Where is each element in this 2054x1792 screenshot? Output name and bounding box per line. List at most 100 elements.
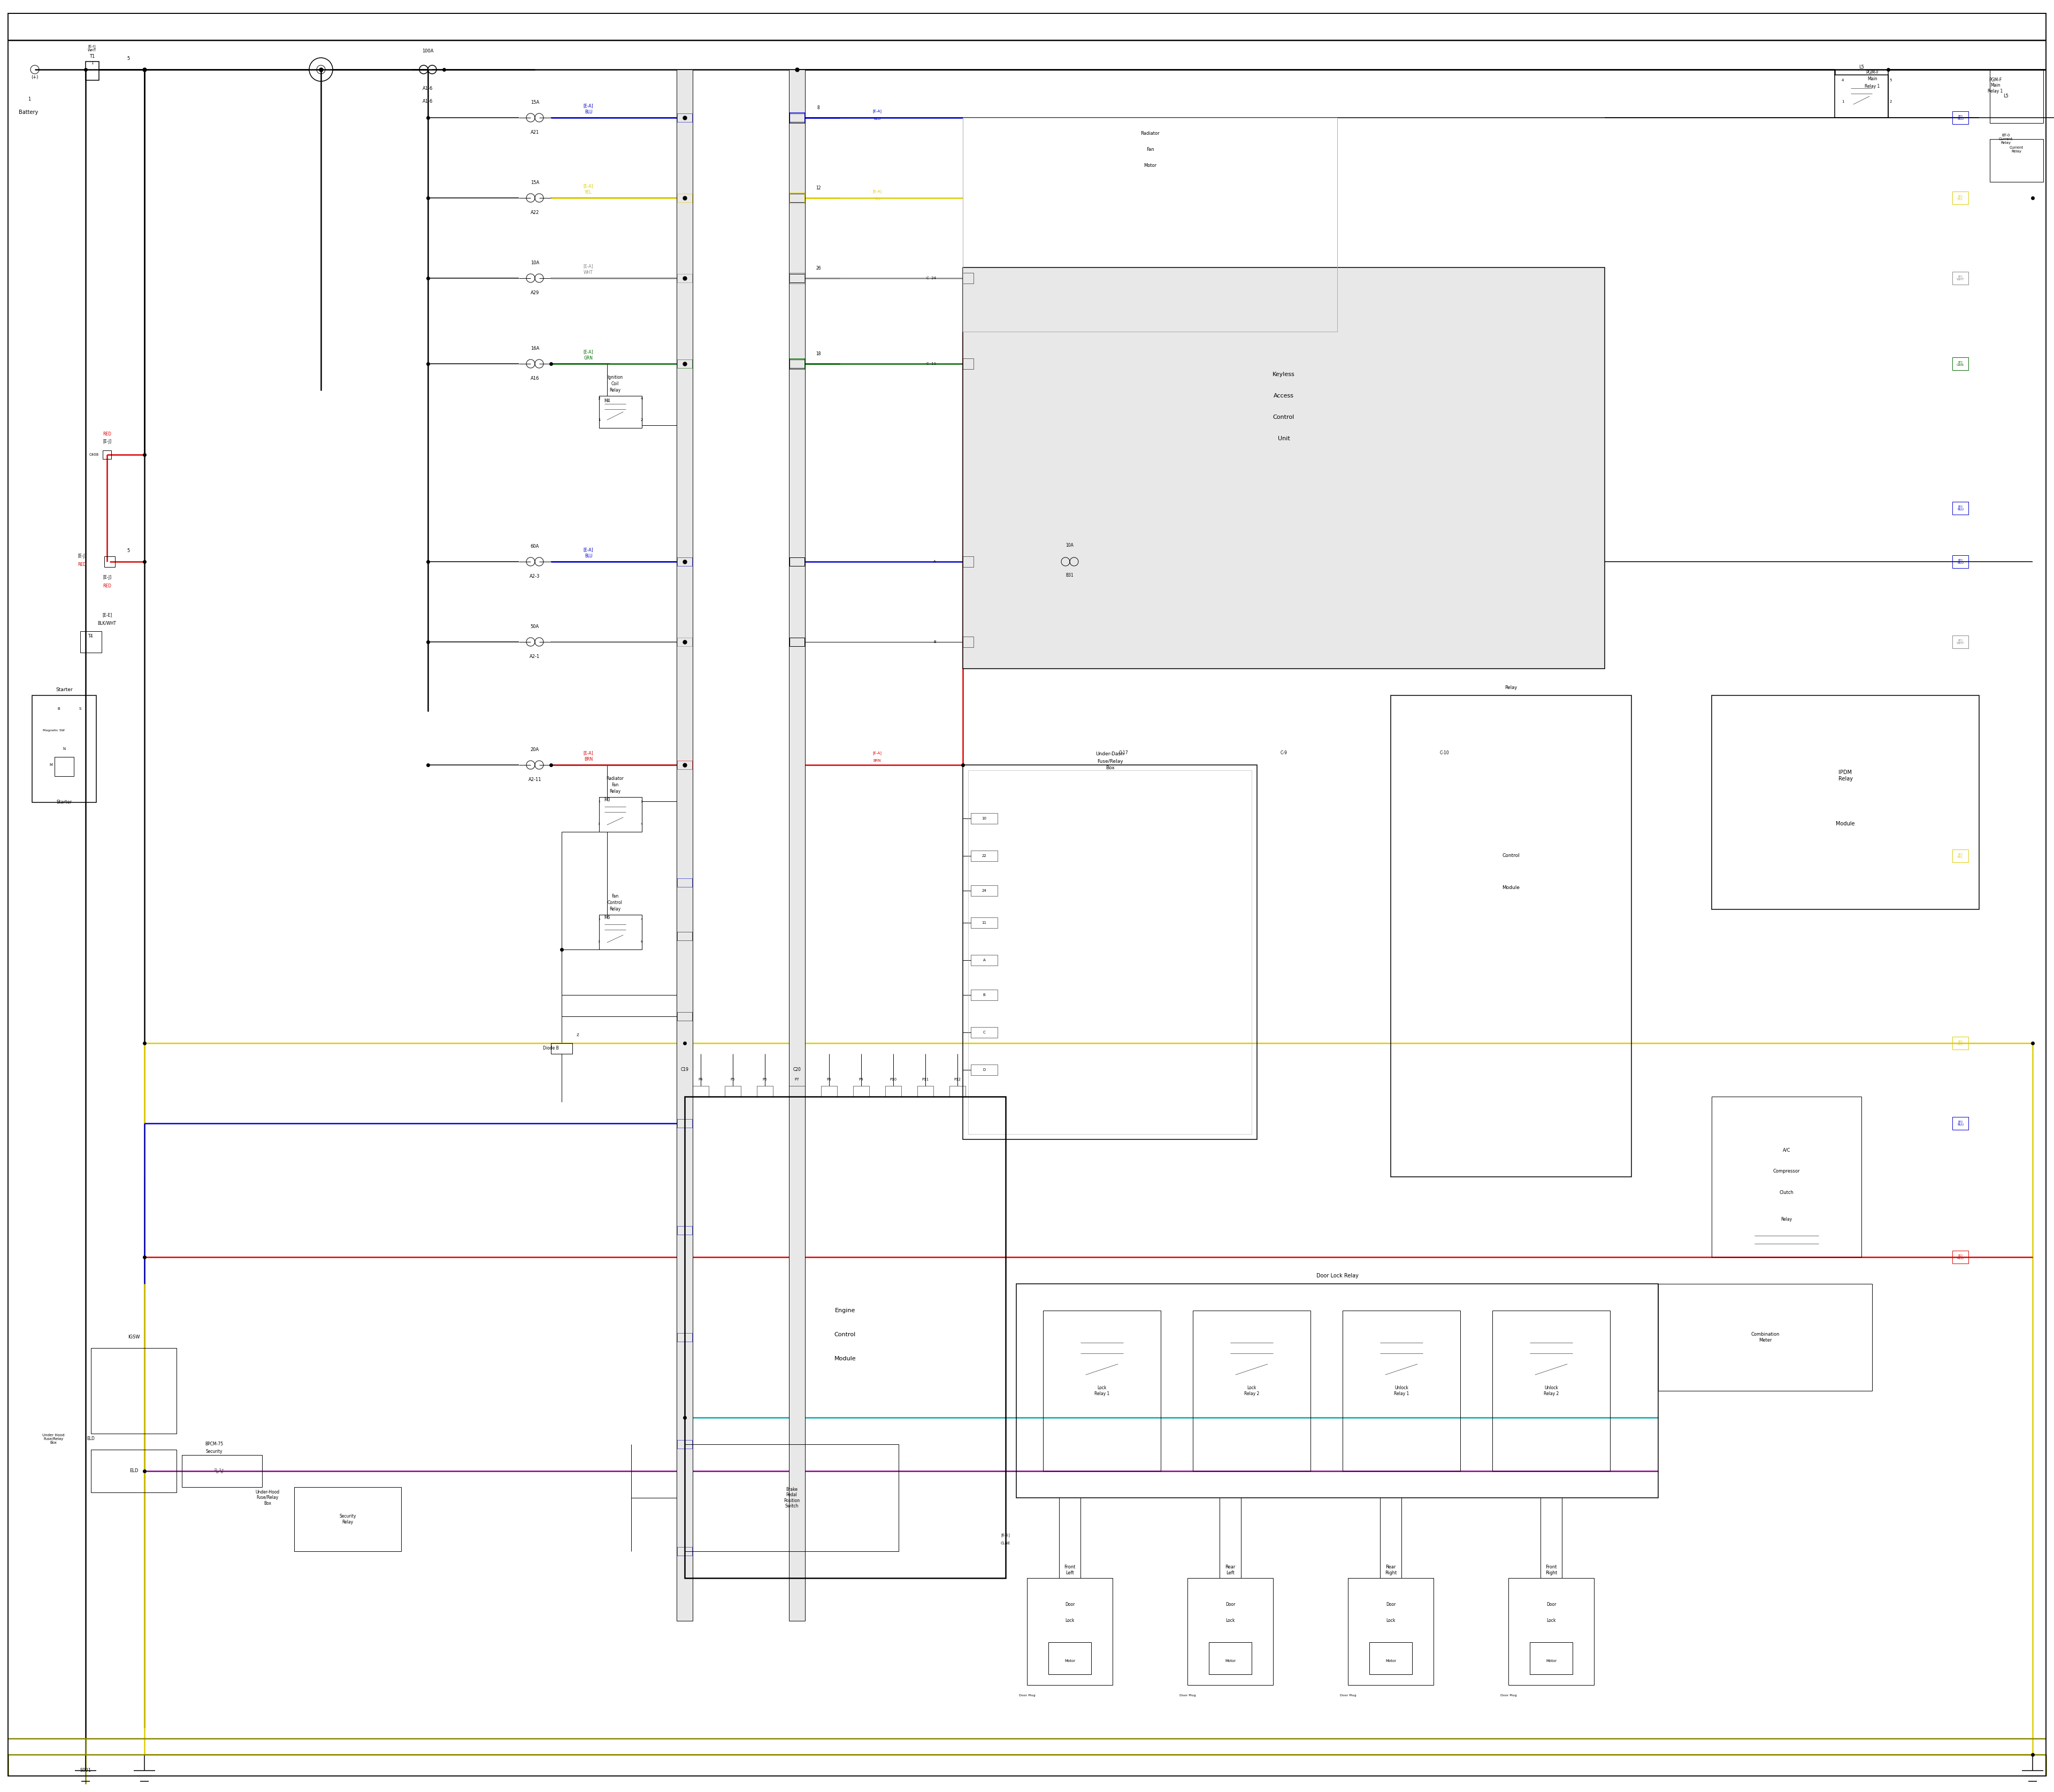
Text: D: D [982,1068,986,1072]
Text: Door Plug: Door Plug [1499,1695,1516,1697]
Text: Unlock
Relay 1: Unlock Relay 1 [1395,1385,1409,1396]
Text: 10: 10 [982,817,986,821]
Text: 26: 26 [815,267,822,271]
Text: Fuse/Relay: Fuse/Relay [1097,758,1124,763]
Text: [E]
BLU: [E] BLU [1957,559,1964,564]
Bar [1658,1283,1871,1391]
Text: [E]
WHT: [E] WHT [1957,276,1964,281]
Text: Door: Door [1226,1602,1234,1607]
Text: Security: Security [205,1450,222,1453]
Text: BLK/WHT: BLK/WHT [99,620,117,625]
Bar [550,1043,573,1054]
Bar [105,556,115,566]
Bar [1048,1641,1091,1674]
Text: C20: C20 [793,1068,801,1072]
Bar [1370,1641,1413,1674]
Text: 4: 4 [641,823,643,824]
Text: Current
Relay: Current Relay [2009,147,2023,154]
Text: Relay: Relay [1506,685,1518,690]
Text: [E-I]
WHT: [E-I] WHT [88,45,97,52]
Text: BLU: BLU [585,109,592,115]
Bar [678,932,692,941]
Text: Door Plug: Door Plug [1339,1695,1356,1697]
Bar [725,1086,741,1097]
Text: [E-A]: [E-A] [583,751,594,756]
Bar [1834,75,1888,118]
Text: 22: 22 [982,855,986,858]
Bar [1953,357,1968,371]
Text: A2-11: A2-11 [528,778,542,783]
Text: [E-J]: [E-J] [103,439,111,444]
Text: Lock: Lock [1066,1618,1074,1624]
Text: PGM-F
Main
Relay 1: PGM-F Main Relay 1 [1988,77,2003,93]
Text: [E-A]: [E-A] [583,548,594,552]
Bar [183,1455,263,1487]
Text: 2: 2 [641,418,643,421]
Text: 2: 2 [641,799,643,803]
Bar [1347,1579,1434,1684]
Text: 1: 1 [598,918,600,921]
Bar [55,756,74,776]
Text: Control: Control [608,900,622,905]
Bar [789,360,805,367]
Text: Lock
Relay 1: Lock Relay 1 [1095,1385,1109,1396]
Text: Fan: Fan [1146,147,1154,152]
Text: A1-6: A1-6 [423,99,433,104]
Text: Battery: Battery [18,109,39,115]
Text: C: C [984,1030,986,1034]
Text: T4: T4 [88,634,94,640]
Bar [963,267,1604,668]
Text: 16A: 16A [530,346,540,351]
Text: Starter: Starter [55,799,72,805]
Text: A/C: A/C [1783,1147,1791,1152]
Bar [1210,1641,1251,1674]
Text: [E-A]: [E-A] [873,190,881,194]
Text: 1: 1 [29,97,31,102]
Bar [972,989,998,1000]
Bar [1953,1038,1968,1050]
Text: Unit: Unit [1278,435,1290,441]
Text: 1: 1 [598,799,600,803]
Bar [972,885,998,896]
Bar [1953,272,1968,285]
Bar [1343,1310,1460,1471]
Text: Motor: Motor [1547,1659,1557,1663]
Bar [1953,556,1968,568]
Text: YEL: YEL [873,197,881,201]
Bar [972,955,998,966]
Bar [692,1086,709,1097]
Bar [789,272,805,283]
Text: Security
Relay: Security Relay [339,1514,355,1525]
Bar [676,70,692,1620]
Text: [E-A]: [E-A] [873,109,881,113]
Bar [963,358,974,369]
Text: RED: RED [78,563,86,566]
Bar [1953,502,1968,514]
Bar [789,194,805,202]
Text: 2: 2 [1890,100,1892,104]
Bar [678,274,692,283]
Bar [90,1348,177,1434]
Text: C  24: C 24 [926,276,937,280]
Text: 20A: 20A [530,747,540,753]
Bar [1953,849,1968,862]
Text: Lock: Lock [1226,1618,1234,1624]
Text: CLNE: CLNE [1000,1541,1011,1545]
Bar [1187,1579,1273,1684]
Text: 3: 3 [598,941,600,943]
Text: Combination
Meter: Combination Meter [1750,1331,1779,1342]
Bar [967,771,1251,1134]
Text: B: B [933,640,937,643]
Bar [684,1444,900,1552]
Text: A1-6: A1-6 [423,86,433,91]
Text: 5: 5 [127,56,129,61]
Text: 4: 4 [641,396,643,400]
Text: RED: RED [103,432,111,437]
Text: 12: 12 [815,186,822,190]
Text: Front
Right: Front Right [1545,1564,1557,1575]
Text: BRN: BRN [873,760,881,762]
Text: BLU: BLU [873,116,881,120]
Text: Clutch: Clutch [1779,1190,1793,1195]
Bar [678,557,692,566]
Text: C-17: C-17 [1119,751,1128,756]
